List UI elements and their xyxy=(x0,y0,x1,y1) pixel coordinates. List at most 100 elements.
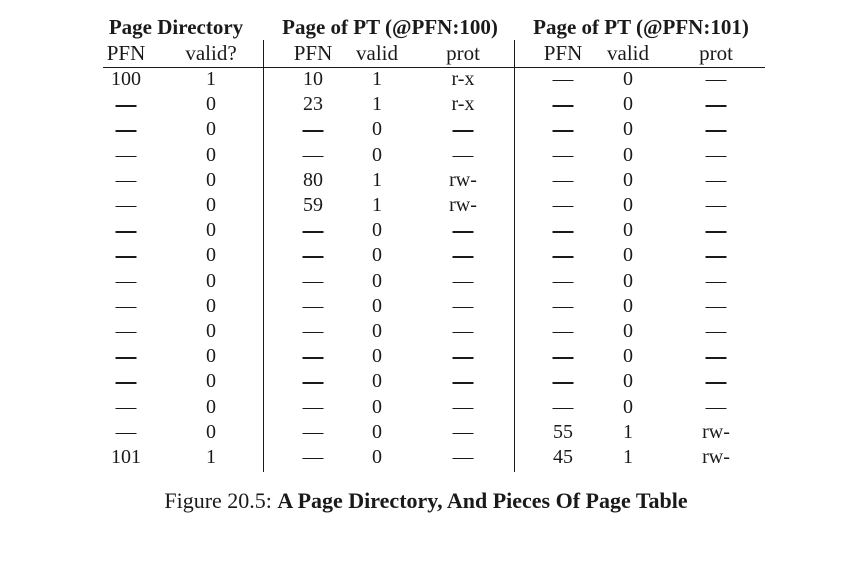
cell-pd-valid: 1 xyxy=(206,446,216,468)
cell-pt100-pfn-dash xyxy=(302,130,324,132)
cell-pt101-prot-dash xyxy=(705,155,727,157)
cell-pt100-valid: 0 xyxy=(372,294,382,317)
cell-pd-pfn-dash xyxy=(115,432,137,435)
cell-pt101-pfn-dash xyxy=(552,231,574,233)
cell-pd-valid: 0 xyxy=(206,118,216,141)
cell-pt100-pfn-dash xyxy=(302,382,324,384)
cell-pd-pfn-dash xyxy=(115,382,137,384)
cell-pt100-prot-dash xyxy=(452,332,474,334)
cell-pt101-valid: 0 xyxy=(623,93,633,116)
cell-pt100-prot: rw- xyxy=(449,168,477,191)
cell-pd-valid: 0 xyxy=(206,320,216,342)
cell-pt101-prot-dash xyxy=(705,332,727,334)
cell-pd-pfn-dash xyxy=(115,256,137,258)
column-divider-left xyxy=(263,40,264,472)
cell-pt100-prot-dash xyxy=(452,256,474,258)
caption-prefix: Figure 20.5: xyxy=(164,488,278,513)
cell-pt100-pfn-dash xyxy=(302,332,324,334)
cell-pd-valid: 0 xyxy=(206,244,216,267)
cell-pt100-pfn-dash xyxy=(302,155,324,157)
cell-pd-valid: 0 xyxy=(206,143,216,166)
cell-pt100-prot-dash xyxy=(452,155,474,157)
cell-pt101-valid: 0 xyxy=(623,244,633,267)
cell-pt101-prot-dash xyxy=(705,231,727,233)
cell-pt101-prot-dash xyxy=(705,407,727,409)
header-rule xyxy=(103,67,765,68)
cell-pt100-valid: 0 xyxy=(372,143,382,166)
cell-pt100-prot-dash xyxy=(452,357,474,359)
cell-pt100-valid: 0 xyxy=(372,420,382,443)
cell-pt100-valid: 1 xyxy=(372,93,382,116)
cell-pt101-prot-dash xyxy=(705,256,727,258)
cell-pt100-prot-dash xyxy=(452,130,474,132)
cell-pt101-prot-dash xyxy=(705,180,727,183)
cell-pd-valid: 0 xyxy=(206,194,216,216)
cell-pt100-valid: 0 xyxy=(372,269,382,292)
cell-pd-valid: 0 xyxy=(206,420,216,443)
cell-pt100-prot: r-x xyxy=(451,68,475,90)
cell-pt100-prot-dash xyxy=(452,306,474,309)
cell-pt100-pfn-dash xyxy=(302,357,324,359)
cell-pd-valid: 0 xyxy=(206,269,216,292)
cell-pt100-pfn: 23 xyxy=(303,93,323,116)
cell-pt101-pfn-dash xyxy=(552,332,574,334)
cell-pt100-valid: 0 xyxy=(372,345,382,368)
cell-pt101-valid: 0 xyxy=(623,168,633,191)
cell-pt101-pfn-dash xyxy=(552,105,574,107)
cell-pt100-valid: 0 xyxy=(372,244,382,267)
header-pt100-pfn: PFN xyxy=(293,41,333,65)
cell-pd-pfn-dash xyxy=(115,306,137,309)
cell-pt101-valid: 0 xyxy=(623,68,633,90)
cell-pt100-pfn-dash xyxy=(302,432,324,435)
cell-pd-pfn-dash xyxy=(115,332,137,334)
cell-pd-valid: 0 xyxy=(206,395,216,418)
cell-pt100-valid: 1 xyxy=(372,194,382,216)
cell-pt101-valid: 0 xyxy=(623,194,633,216)
caption-title: A Page Directory, And Pieces Of Page Tab… xyxy=(277,488,688,513)
cell-pt101-valid: 0 xyxy=(623,143,633,166)
cell-pt101-pfn: 55 xyxy=(553,420,573,443)
cell-pd-valid: 0 xyxy=(206,219,216,242)
cell-pd-pfn-dash xyxy=(115,407,137,409)
cell-pt101-prot-dash xyxy=(705,130,727,132)
cell-pt100-prot: rw- xyxy=(449,194,477,216)
cell-pd-valid: 0 xyxy=(206,168,216,191)
cell-pd-pfn-dash xyxy=(115,281,137,283)
cell-pd-pfn-dash xyxy=(115,130,137,132)
cell-pt100-pfn-dash xyxy=(302,407,324,409)
header-pd-pfn: PFN xyxy=(106,41,146,65)
group-title-pt-101: Page of PT (@PFN:101) xyxy=(533,15,749,39)
figure-caption: Figure 20.5: A Page Directory, And Piece… xyxy=(164,490,687,512)
cell-pt101-prot-dash xyxy=(705,206,727,208)
cell-pt101-pfn-dash xyxy=(552,281,574,283)
cell-pt101-valid: 0 xyxy=(623,269,633,292)
cell-pt101-valid: 0 xyxy=(623,370,633,393)
cell-pt101-pfn-dash xyxy=(552,206,574,208)
cell-pt101-prot: rw- xyxy=(702,446,730,468)
cell-pd-valid: 0 xyxy=(206,294,216,317)
cell-pt101-prot-dash xyxy=(705,105,727,107)
cell-pt100-valid: 1 xyxy=(372,168,382,191)
cell-pt101-prot-dash xyxy=(705,357,727,359)
cell-pt101-valid: 0 xyxy=(623,345,633,368)
cell-pt100-pfn-dash xyxy=(302,281,324,283)
cell-pd-valid: 0 xyxy=(206,93,216,116)
cell-pt100-valid: 1 xyxy=(372,68,382,90)
group-title-page-directory: Page Directory xyxy=(108,15,244,39)
cell-pd-pfn-dash xyxy=(115,206,137,208)
cell-pt100-pfn-dash xyxy=(302,231,324,233)
cell-pt100-prot: r-x xyxy=(451,93,475,116)
header-pt101-valid: valid xyxy=(607,41,649,65)
cell-pt101-pfn-dash xyxy=(552,407,574,409)
header-pd-valid: valid? xyxy=(185,41,237,65)
cell-pt101-pfn-dash xyxy=(552,306,574,309)
cell-pt101-prot-dash xyxy=(705,382,727,384)
cell-pt101-valid: 1 xyxy=(623,446,633,468)
cell-pt101-prot-dash xyxy=(705,306,727,309)
cell-pd-valid: 0 xyxy=(206,370,216,393)
cell-pt100-pfn-dash xyxy=(302,458,324,460)
cell-pt101-pfn-dash xyxy=(552,357,574,359)
cell-pd-valid: 1 xyxy=(206,68,216,90)
cell-pt100-pfn: 59 xyxy=(303,194,323,216)
